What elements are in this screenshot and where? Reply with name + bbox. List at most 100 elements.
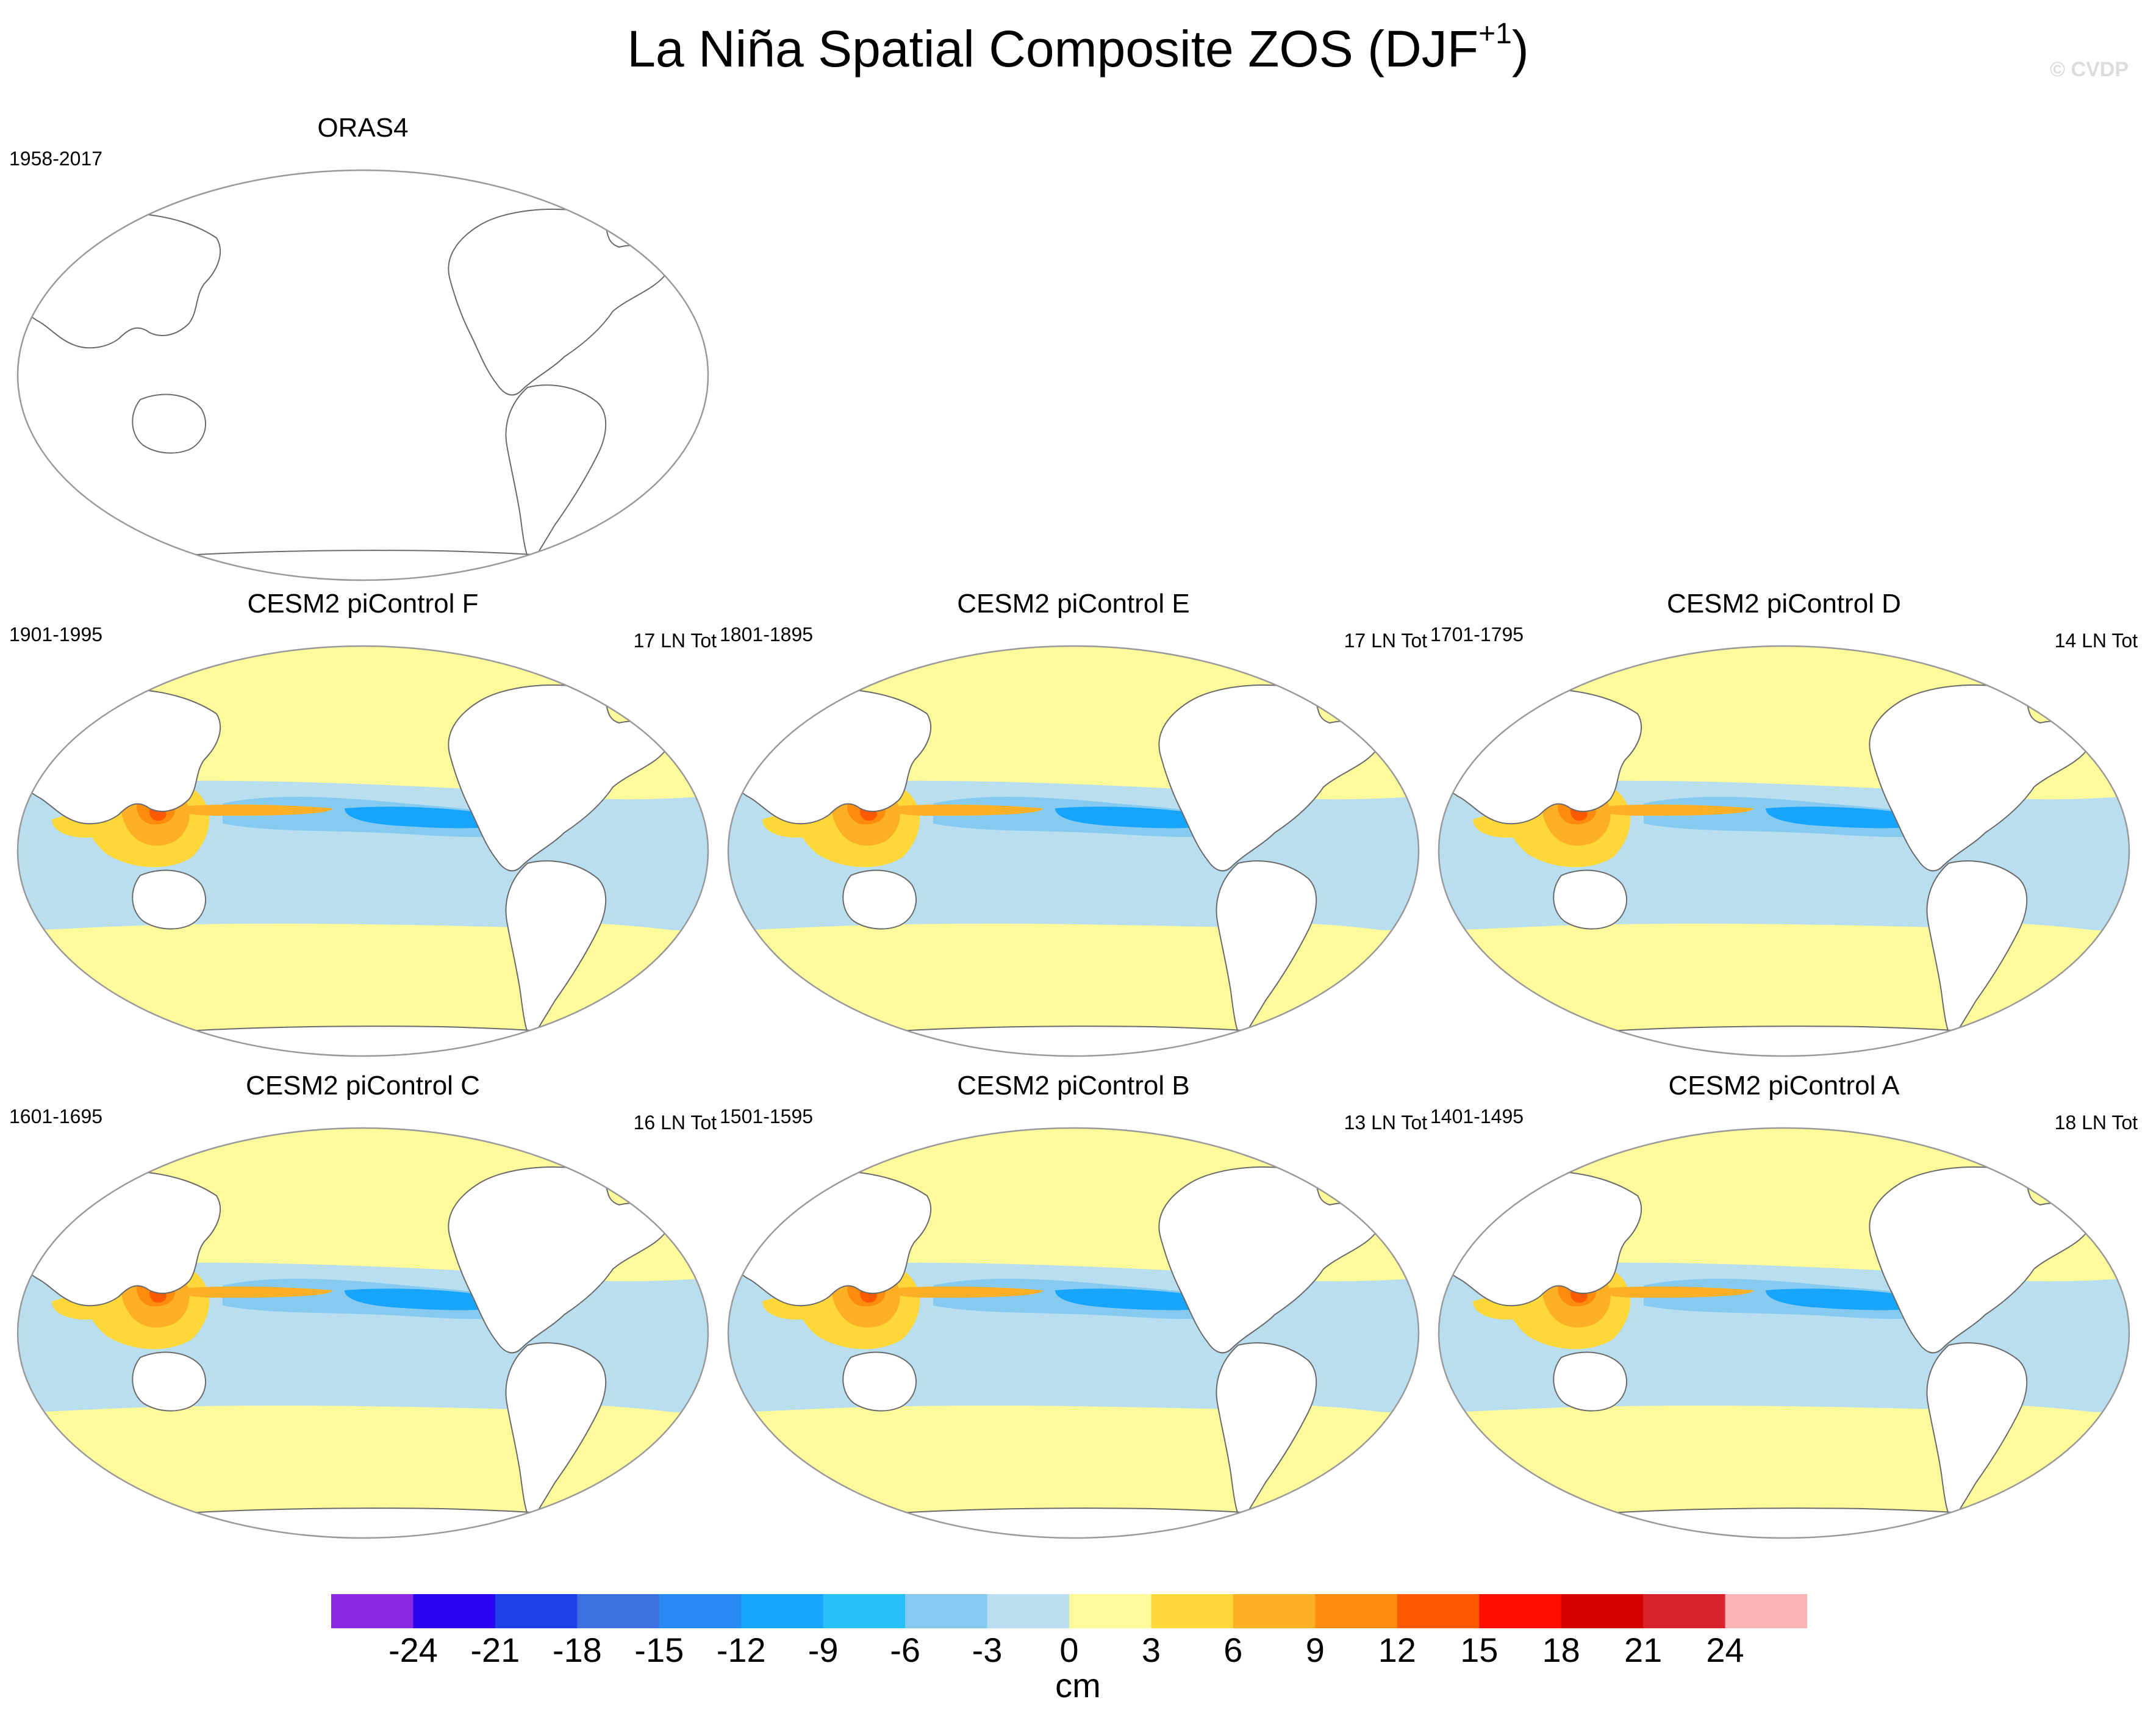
anomaly-contour	[750, 952, 1409, 1024]
coastline-australia	[1553, 869, 1628, 930]
panel-event-count: 18 LN Tot	[2054, 1112, 2138, 1134]
map-panel: CESM2 piControl B 1501-1595 13 LN Tot	[720, 1068, 1427, 1550]
anomaly-contour	[884, 1286, 1043, 1298]
colorbar-swatch	[413, 1594, 496, 1628]
coastline-southAmerica	[1216, 860, 1317, 1041]
anomaly-contour	[884, 804, 1043, 816]
map-boundary	[16, 645, 709, 1057]
colorbar-swatch	[823, 1594, 906, 1628]
world-map	[727, 1127, 1420, 1539]
colorbar-tick-label: 0	[1059, 1631, 1079, 1669]
colorbar-tick-label: 6	[1223, 1631, 1243, 1669]
panel-years: 1901-1995	[9, 623, 103, 645]
coastline-australia	[842, 1351, 917, 1412]
panel-title: ORAS4	[317, 113, 409, 143]
coastline-greenland	[1334, 683, 1380, 717]
colorbar-swatch	[905, 1594, 988, 1628]
panel-title: CESM2 piControl A	[1668, 1071, 1900, 1101]
colorbar-tick-label: -6	[890, 1631, 921, 1669]
colorbar-tick-label: -21	[470, 1631, 520, 1669]
anomaly-contour	[174, 1286, 332, 1298]
coastline-antarctica	[106, 550, 626, 580]
world-map	[1438, 645, 2130, 1057]
map-panel: CESM2 piControl A 1401-1495 18 LN Tot	[1430, 1068, 2138, 1550]
panel-title: CESM2 piControl D	[1667, 589, 1901, 619]
colorbar-tick-label: -3	[972, 1631, 1003, 1669]
figure-title: La Niña Spatial Composite ZOS (DJF+1)	[627, 18, 1529, 78]
anomaly-contour	[1595, 804, 1753, 816]
colorbar-units: cm	[1055, 1666, 1101, 1705]
panel-title: CESM2 piControl E	[957, 589, 1190, 619]
anomaly-contour	[1461, 1434, 2119, 1506]
colorbar-swatch	[1151, 1594, 1234, 1628]
colorbar-labels: -24 -21 -18 -15 -12 -9 -6 -3 0 3 6 9 12 15 18 21 24	[331, 1629, 1807, 1672]
coastline-southAmerica	[505, 860, 607, 1041]
coastline-australia	[132, 869, 207, 930]
colorbar-swatch	[1069, 1594, 1151, 1628]
colorbar-tick-label: 9	[1305, 1631, 1325, 1669]
coastline-greenland	[1334, 1165, 1380, 1199]
coastline-antarctica	[1527, 1026, 2047, 1056]
colorbar	[331, 1594, 1807, 1628]
coastline-asia	[18, 212, 221, 349]
coastline-australia	[1553, 1351, 1628, 1412]
colorbar-swatch	[659, 1594, 742, 1628]
map-panel: ORAS4 1958-2017	[9, 110, 717, 592]
colorbar-tick-label: 15	[1460, 1631, 1499, 1669]
map-boundary	[16, 169, 709, 581]
colorbar-swatch	[577, 1594, 660, 1628]
coastline-southAmerica	[1926, 860, 2028, 1041]
anomaly-contour	[750, 1434, 1409, 1506]
panel-event-count: 16 LN Tot	[633, 1112, 717, 1134]
colorbar-swatch	[331, 1594, 414, 1628]
colorbar-swatch	[1479, 1594, 1562, 1628]
colorbar-swatch	[1397, 1594, 1480, 1628]
coastline-greenland	[624, 207, 669, 241]
coastline-antarctica	[106, 1507, 626, 1538]
panel-title: CESM2 piControl B	[957, 1071, 1190, 1101]
world-map	[727, 645, 1420, 1057]
panel-years: 1501-1595	[720, 1105, 814, 1127]
colorbar-swatch	[1233, 1594, 1316, 1628]
world-map	[16, 1127, 709, 1539]
coastline-australia	[132, 393, 207, 454]
anomaly-contour	[40, 952, 698, 1024]
colorbar-swatch	[1315, 1594, 1398, 1628]
coastline-northAmerica	[448, 208, 669, 396]
world-map	[16, 169, 709, 581]
colorbar-tick-label: 12	[1378, 1631, 1416, 1669]
colorbar-swatch	[1725, 1594, 1807, 1628]
colorbar-tick-label: -15	[634, 1631, 684, 1669]
panel-event-count: 13 LN Tot	[1344, 1112, 1427, 1134]
coastline-southAmerica	[505, 384, 607, 566]
world-map	[16, 645, 709, 1057]
coastline-antarctica	[817, 1507, 1336, 1538]
coastline-antarctica	[106, 1026, 626, 1056]
colorbar-tick-label: -9	[808, 1631, 839, 1669]
coastline-australia	[132, 1351, 207, 1412]
anomaly-contour	[1595, 1286, 1753, 1298]
colorbar-tick-label: 24	[1706, 1631, 1744, 1669]
colorbar-swatch	[1561, 1594, 1644, 1628]
anomaly-contour	[1461, 952, 2119, 1024]
coastline-southAmerica	[505, 1342, 607, 1523]
panel-years: 1958-2017	[9, 148, 103, 170]
world-map	[1438, 1127, 2130, 1539]
panel-title: CESM2 piControl C	[246, 1071, 480, 1101]
coastline-greenland	[2045, 1165, 2090, 1199]
colorbar-swatch	[741, 1594, 824, 1628]
coastline-greenland	[624, 1165, 669, 1199]
map-boundary	[1438, 645, 2130, 1057]
map-panel: CESM2 piControl E 1801-1895 17 LN Tot	[720, 586, 1427, 1068]
panel-years: 1601-1695	[9, 1105, 103, 1127]
coastline-australia	[842, 869, 917, 930]
panel-years: 1801-1895	[720, 623, 814, 645]
coastline-southAmerica	[1926, 1342, 2028, 1523]
colorbar-tick-label: 18	[1542, 1631, 1580, 1669]
coastline-greenland	[2045, 683, 2090, 717]
panel-event-count: 17 LN Tot	[1344, 630, 1427, 652]
colorbar-tick-label: 21	[1624, 1631, 1663, 1669]
map-boundary	[16, 1127, 709, 1539]
map-boundary	[727, 645, 1420, 1057]
map-panel: CESM2 piControl C 1601-1695 16 LN Tot	[9, 1068, 717, 1550]
